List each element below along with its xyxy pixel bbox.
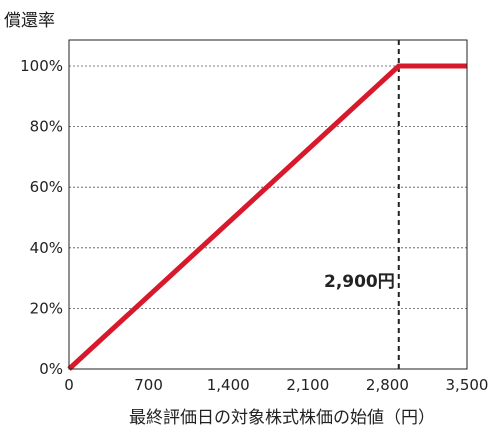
- x-tick-label-1400: 1,400: [207, 376, 250, 394]
- x-tick-label-3500: 3,500: [446, 376, 489, 394]
- y-tick-label-100: 100%: [20, 57, 63, 75]
- redemption-rate-line: [67, 63, 467, 371]
- annotation-labels: 2,900円: [324, 272, 395, 292]
- x-tick-label-0: 0: [64, 376, 74, 394]
- y-tick-label-0: 0%: [39, 360, 63, 378]
- series-layer: [67, 63, 467, 371]
- y-tick-label-20: 20%: [30, 299, 63, 317]
- x-axis-title: 最終評価日の対象株式株価の始値（円）: [129, 408, 435, 428]
- y-tick-labels: 0% 20% 40% 60% 80% 100%: [20, 57, 63, 378]
- x-tick-label-2800: 2,800: [366, 376, 409, 394]
- x-tick-label-2100: 2,100: [286, 376, 329, 394]
- y-tick-label-60: 60%: [30, 178, 63, 196]
- y-tick-label-40: 40%: [30, 239, 63, 257]
- y-tick-label-80: 80%: [30, 118, 63, 136]
- y-axis-title: 償還率: [4, 11, 55, 31]
- plot-frame: [68, 39, 468, 370]
- x-tick-labels: 0 700 1,400 2,100 2,800 3,500: [64, 376, 488, 394]
- axes: [68, 39, 468, 370]
- x-tick-label-700: 700: [134, 376, 163, 394]
- threshold-label: 2,900円: [324, 272, 395, 292]
